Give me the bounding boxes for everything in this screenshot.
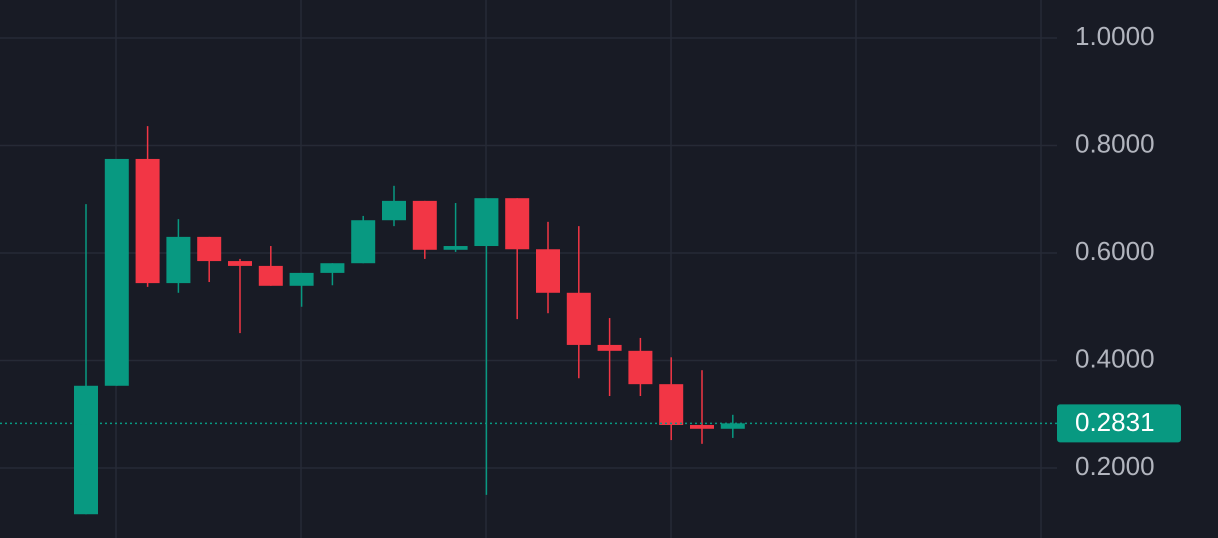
y-tick-label: 0.6000 <box>1075 236 1155 266</box>
candle-body <box>412 200 437 250</box>
candle-body <box>320 263 345 273</box>
candle-body <box>566 292 591 345</box>
candle-body <box>536 249 560 293</box>
candle-body <box>74 385 98 515</box>
candle-body <box>628 350 653 385</box>
candle-body <box>228 261 252 266</box>
y-tick-label: 0.4000 <box>1075 343 1155 373</box>
candle-body <box>474 198 499 247</box>
candle-body <box>258 265 283 286</box>
candle-body <box>289 272 314 286</box>
candle-body <box>197 236 222 262</box>
candle-body <box>443 246 468 250</box>
candle-body <box>351 220 376 264</box>
y-tick-label: 0.2000 <box>1075 451 1155 481</box>
candle-body <box>659 384 684 426</box>
candle-body <box>597 344 622 351</box>
last-price-badge <box>1057 404 1181 443</box>
candle-body <box>690 425 714 429</box>
candle-body <box>720 423 745 429</box>
y-tick-label: 1.0000 <box>1075 21 1155 51</box>
candle-body <box>166 236 191 284</box>
candle-body <box>505 198 530 250</box>
last-price-label: 0.2831 <box>1075 407 1155 437</box>
y-tick-label: 0.8000 <box>1075 128 1155 158</box>
candle-body <box>382 200 406 221</box>
candle-body <box>135 158 160 284</box>
candle-body <box>104 158 129 386</box>
